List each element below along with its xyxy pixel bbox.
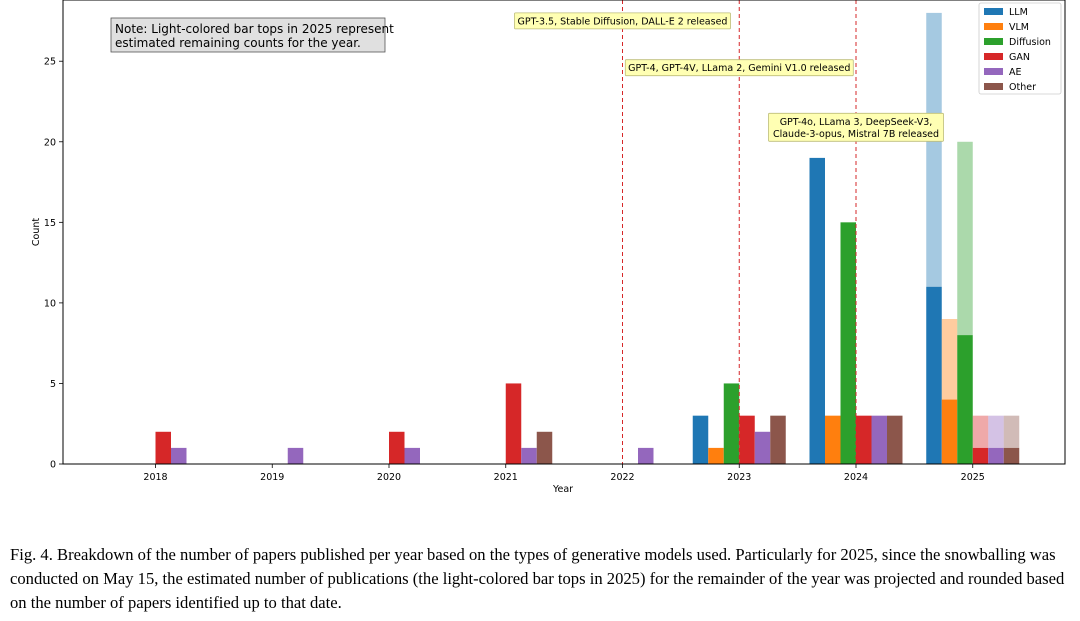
release-annotation-box-2023 xyxy=(624,59,854,77)
plot-frame xyxy=(62,0,1066,465)
bar-other-2025 xyxy=(1003,447,1020,464)
bar-ae-2021 xyxy=(521,447,537,464)
release-annotation-text-2024: Claude-3-opus, Mistral 7B released xyxy=(773,129,939,140)
bar-diffusion-2025 xyxy=(957,335,973,464)
bar-vlm-2023 xyxy=(708,447,724,464)
bars-group xyxy=(155,12,1020,464)
y-tick-label: 15 xyxy=(44,218,56,229)
bar-estimated-vlm-2025 xyxy=(941,319,958,400)
figure-caption: Fig. 4. Breakdown of the number of paper… xyxy=(10,545,1065,612)
bar-ae-2022 xyxy=(638,447,654,464)
x-tick-label: 2019 xyxy=(260,472,284,483)
y-axis-ticks: 0 5 10 15 20 25 xyxy=(44,57,63,471)
x-tick-label: 2018 xyxy=(143,472,167,483)
legend-label-diffusion: Diffusion xyxy=(1009,37,1051,48)
legend-swatch-gan xyxy=(984,53,1003,60)
legend-label-ae: AE xyxy=(1009,67,1022,78)
release-annotation-text-2023: GPT-4, GPT-4V, LLama 2, Gemini V1.0 rele… xyxy=(628,63,850,74)
legend-swatch-vlm xyxy=(984,23,1003,30)
bar-estimated-ae-2025 xyxy=(988,415,1004,448)
legend-label-other: Other xyxy=(1009,82,1036,93)
bar-llm-2024 xyxy=(809,157,825,464)
bar-gan-2023 xyxy=(739,415,755,464)
release-annotation-text-2022: GPT-3.5, Stable Diffusion, DALL-E 2 rele… xyxy=(518,16,728,27)
x-tick-label: 2023 xyxy=(727,472,751,483)
x-axis-ticks: 2018 2019 2020 2021 2022 2023 2024 2025 xyxy=(143,464,985,483)
bar-other-2024 xyxy=(887,415,903,464)
bar-ae-2020 xyxy=(404,447,420,464)
bar-ae-2025 xyxy=(988,447,1004,464)
y-tick-label: 20 xyxy=(44,137,56,148)
bar-diffusion-2023 xyxy=(723,383,740,464)
release-annotation-box-2024 xyxy=(768,112,944,142)
release-lines-group xyxy=(622,0,857,464)
x-axis-label: Year xyxy=(552,484,573,495)
legend-label-vlm: VLM xyxy=(1009,22,1029,33)
bar-ae-2024 xyxy=(871,415,887,464)
release-annotation-2022: GPT-3.5, Stable Diffusion, DALL-E 2 rele… xyxy=(514,12,731,30)
legend-swatch-other xyxy=(984,83,1003,90)
x-tick-label: 2021 xyxy=(494,472,518,483)
legend-label-gan: GAN xyxy=(1009,52,1030,63)
note-box-background xyxy=(110,17,386,53)
y-tick-label: 10 xyxy=(44,298,56,309)
note-box: Note: Light-colored bar tops in 2025 rep… xyxy=(110,17,394,53)
bar-gan-2024 xyxy=(856,415,872,464)
release-annotations-group: GPT-3.5, Stable Diffusion, DALL-E 2 rele… xyxy=(514,12,944,142)
legend-label-llm: LLM xyxy=(1009,7,1028,18)
y-tick-label: 5 xyxy=(50,379,56,390)
x-tick-label: 2022 xyxy=(610,472,634,483)
note-text: Note: Light-colored bar tops in 2025 rep… xyxy=(115,22,394,36)
bar-ae-2018 xyxy=(171,447,187,464)
legend-swatch-llm xyxy=(984,8,1003,15)
bar-vlm-2025 xyxy=(941,399,958,464)
bar-ae-2023 xyxy=(754,431,771,464)
x-tick-label: 2025 xyxy=(961,472,985,483)
y-tick-label: 0 xyxy=(50,460,56,471)
note-text: estimated remaining counts for the year. xyxy=(115,36,361,50)
bar-gan-2018 xyxy=(155,431,171,464)
bar-estimated-other-2025 xyxy=(1003,415,1020,448)
bar-estimated-diffusion-2025 xyxy=(957,141,973,336)
bar-gan-2020 xyxy=(389,431,405,464)
bar-other-2023 xyxy=(770,415,786,464)
release-annotation-2024: GPT-4o, LLama 3, DeepSeek-V3,Claude-3-op… xyxy=(768,112,944,142)
y-axis-label: Count xyxy=(31,218,42,246)
bar-chart: GPT-3.5, Stable Diffusion, DALL-E 2 rele… xyxy=(31,0,1066,495)
release-annotation-box-2022 xyxy=(514,12,731,30)
bar-estimated-gan-2025 xyxy=(972,415,989,448)
bar-ae-2019 xyxy=(287,447,304,464)
release-annotation-2023: GPT-4, GPT-4V, LLama 2, Gemini V1.0 rele… xyxy=(624,59,854,77)
bar-diffusion-2024 xyxy=(840,222,856,464)
bar-llm-2025 xyxy=(926,286,942,464)
bar-gan-2025 xyxy=(972,447,989,464)
x-tick-label: 2020 xyxy=(377,472,401,483)
bar-other-2021 xyxy=(536,431,553,464)
legend-swatch-diffusion xyxy=(984,38,1003,45)
bar-estimated-llm-2025 xyxy=(926,12,942,287)
y-tick-label: 25 xyxy=(44,57,56,68)
bar-vlm-2024 xyxy=(825,415,841,464)
legend: LLM VLM Diffusion GAN AE Other xyxy=(978,2,1062,95)
x-tick-label: 2024 xyxy=(844,472,868,483)
bar-gan-2021 xyxy=(505,383,522,464)
release-annotation-text-2024: GPT-4o, LLama 3, DeepSeek-V3, xyxy=(780,117,933,128)
legend-swatch-ae xyxy=(984,68,1003,75)
bar-llm-2023 xyxy=(692,415,709,464)
